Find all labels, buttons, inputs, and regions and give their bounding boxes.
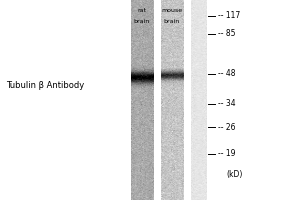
- Text: Tubulin β Antibody: Tubulin β Antibody: [6, 82, 84, 90]
- Text: -- 34: -- 34: [218, 99, 235, 108]
- Text: -- 85: -- 85: [218, 29, 235, 38]
- Text: -- 48: -- 48: [218, 70, 235, 78]
- Text: mouse: mouse: [161, 8, 182, 13]
- Text: (kD): (kD): [226, 170, 243, 180]
- Text: -- 19: -- 19: [218, 150, 235, 158]
- Text: -- 26: -- 26: [218, 122, 235, 132]
- Text: -- 117: -- 117: [218, 11, 240, 21]
- Text: rat: rat: [137, 8, 146, 13]
- Text: brain: brain: [164, 19, 180, 24]
- Text: brain: brain: [134, 19, 150, 24]
